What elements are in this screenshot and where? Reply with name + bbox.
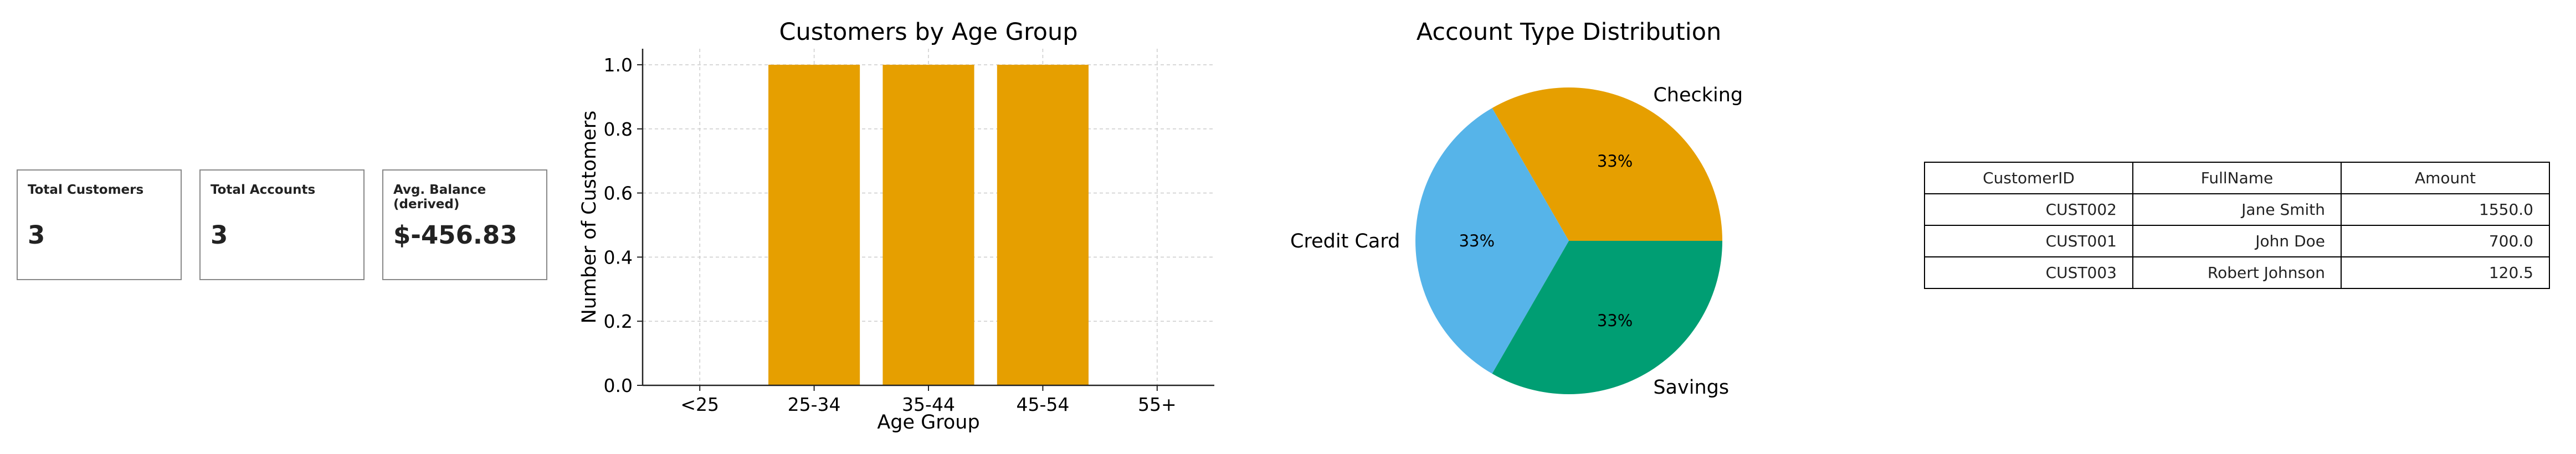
column-header-amount: Amount — [2341, 162, 2549, 194]
pie-pct-label: 33% — [1597, 311, 1633, 330]
table-cell: CUST003 — [1925, 257, 2133, 288]
table-header-row: CustomerID FullName Amount — [1925, 162, 2549, 194]
table-row: CUST003 Robert Johnson 120.5 — [1925, 257, 2549, 288]
column-header-full-name: FullName — [2133, 162, 2341, 194]
pie-pct-label: 33% — [1597, 152, 1633, 171]
table-row: CUST001 John Doe 700.0 — [1925, 225, 2549, 257]
table-cell: 700.0 — [2341, 225, 2549, 257]
table-cell: John Doe — [2133, 225, 2341, 257]
table-cell: Jane Smith — [2133, 194, 2341, 225]
pie-pct-label: 33% — [1459, 231, 1495, 250]
table-cell: CUST002 — [1925, 194, 2133, 225]
table-cell: 1550.0 — [2341, 194, 2549, 225]
pie-chart-title: Account Type Distribution — [1417, 18, 1722, 46]
table-cell: Robert Johnson — [2133, 257, 2341, 288]
column-header-customer-id: CustomerID — [1925, 162, 2133, 194]
table-cell: CUST001 — [1925, 225, 2133, 257]
customer-table: CustomerID FullName Amount CUST002 Jane … — [1924, 162, 2550, 289]
pie-slice-label: Checking — [1653, 84, 1743, 106]
table-cell: 120.5 — [2341, 257, 2549, 288]
pie-slice-label: Credit Card — [1290, 230, 1400, 252]
table-row: CUST002 Jane Smith 1550.0 — [1925, 194, 2549, 225]
pie-slice-label: Savings — [1653, 376, 1729, 399]
